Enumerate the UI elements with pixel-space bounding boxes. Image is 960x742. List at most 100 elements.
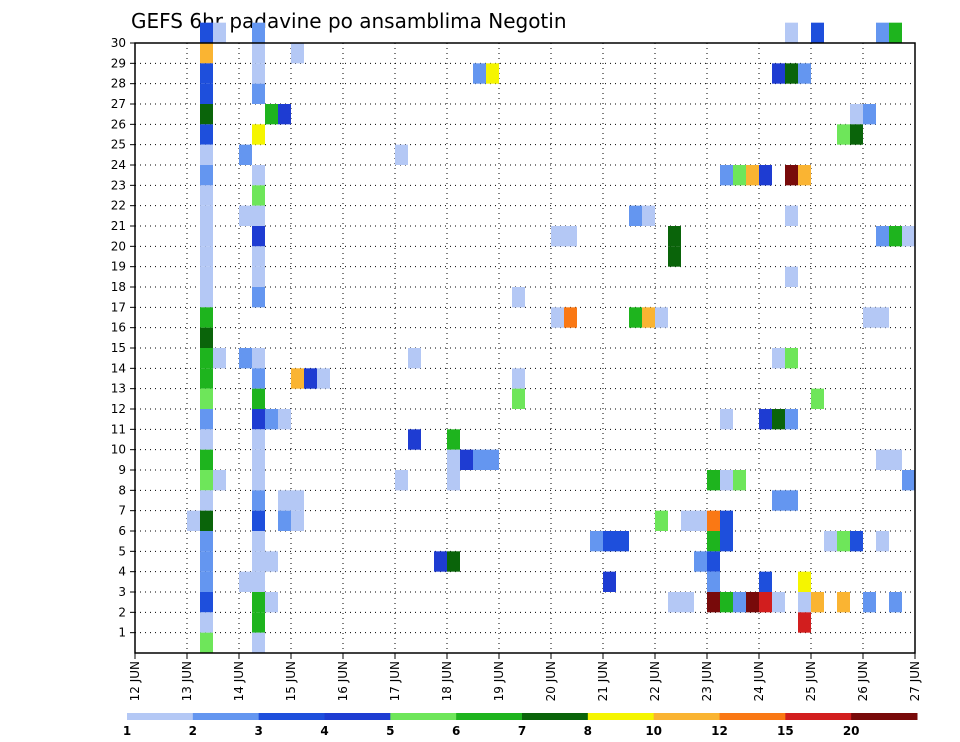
x-tick-label: 18 JUN — [440, 661, 454, 701]
heatmap-cell — [811, 22, 824, 43]
heatmap-cell — [863, 592, 876, 613]
heatmap-cell — [720, 510, 733, 531]
heatmap-cell — [876, 531, 889, 552]
legend-swatch — [456, 713, 523, 720]
heatmap-cell — [746, 592, 759, 613]
heatmap-cell — [512, 287, 525, 308]
heatmap-cell — [707, 551, 720, 572]
heatmap-cell — [681, 592, 694, 613]
y-tick-label: 7 — [118, 504, 126, 518]
heatmap-cell — [785, 63, 798, 84]
heatmap-cell — [252, 592, 265, 613]
x-axis-ticks: 12 JUN 13 JUN 14 JUN 15 JUN 16 JUN 17 JUN 18 J… — [128, 653, 922, 701]
heatmap-cells — [187, 22, 915, 653]
x-tick-label: 17 JUN — [388, 661, 402, 701]
legend-label: 8 — [584, 724, 592, 738]
x-tick-label: 23 JUN — [700, 661, 714, 701]
heatmap-cell — [720, 531, 733, 552]
heatmap-cell — [772, 490, 785, 511]
heatmap-cell — [876, 307, 889, 328]
y-tick-label: 8 — [118, 483, 126, 497]
x-tick-label: 12 JUN — [128, 661, 142, 701]
x-tick-label: 15 JUN — [284, 661, 298, 701]
heatmap-cell — [200, 551, 213, 572]
heatmap-cell — [486, 449, 499, 470]
heatmap-cell — [252, 551, 265, 572]
heatmap-cell — [200, 470, 213, 491]
heatmap-cell — [863, 104, 876, 125]
heatmap-cell — [200, 510, 213, 531]
legend-swatch — [522, 713, 589, 720]
color-legend: 1 2 3 4 5 6 7 8 10 12 15 20 — [123, 713, 918, 738]
legend-swatch — [587, 713, 655, 720]
heatmap-cell — [252, 429, 265, 450]
heatmap-cell — [811, 388, 824, 409]
heatmap-cell — [252, 470, 265, 491]
heatmap-cell — [785, 266, 798, 287]
heatmap-cell — [200, 83, 213, 104]
x-tick-label: 16 JUN — [336, 661, 350, 701]
heatmap-cell — [720, 165, 733, 186]
heatmap-cell — [759, 165, 772, 186]
heatmap-cell — [798, 612, 811, 633]
heatmap-cell — [447, 470, 460, 491]
x-tick-label: 20 JUN — [544, 661, 558, 701]
y-tick-label: 12 — [111, 402, 126, 416]
heatmap-cell — [252, 43, 265, 64]
heatmap-cell — [551, 226, 564, 247]
legend-label: 4 — [320, 724, 328, 738]
heatmap-cell — [200, 571, 213, 592]
x-tick-label: 26 JUN — [856, 661, 870, 701]
heatmap-cell — [889, 592, 902, 613]
heatmap-cell — [824, 531, 837, 552]
x-tick-label: 21 JUN — [596, 661, 610, 701]
heatmap-cell — [252, 612, 265, 633]
heatmap-cell — [434, 551, 447, 572]
heatmap-cell — [252, 409, 265, 430]
heatmap-cell — [785, 205, 798, 226]
heatmap-cell — [252, 531, 265, 552]
heatmap-cell — [837, 592, 850, 613]
heatmap-cell — [395, 470, 408, 491]
heatmap-cell — [863, 307, 876, 328]
x-tick-label: 22 JUN — [648, 661, 662, 701]
heatmap-cell — [746, 165, 759, 186]
heatmap-cell — [447, 429, 460, 450]
heatmap-cell — [252, 266, 265, 287]
heatmap-cell — [902, 470, 915, 491]
heatmap-cell — [850, 124, 863, 145]
heatmap-cell — [759, 409, 772, 430]
heatmap-cell — [187, 510, 200, 531]
heatmap-cell — [655, 510, 668, 531]
legend-label: 15 — [777, 724, 794, 738]
heatmap-cell — [200, 185, 213, 206]
heatmap-cell — [304, 368, 317, 389]
heatmap-cell — [668, 226, 681, 247]
heatmap-cell — [902, 226, 915, 247]
y-tick-label: 4 — [118, 565, 126, 579]
heatmap-cell — [590, 531, 603, 552]
legend-label: 7 — [518, 724, 526, 738]
heatmap-cell — [239, 205, 252, 226]
heatmap-cell — [252, 63, 265, 84]
heatmap-cell — [798, 63, 811, 84]
x-tick-label: 19 JUN — [492, 661, 506, 701]
heatmap-cell — [564, 307, 577, 328]
heatmap-cell — [720, 592, 733, 613]
heatmap-cell — [200, 43, 213, 64]
y-tick-label: 19 — [111, 260, 126, 274]
heatmap-cell — [876, 22, 889, 43]
heatmap-cell — [200, 266, 213, 287]
heatmap-cell — [889, 449, 902, 470]
heatmap-cell — [798, 165, 811, 186]
heatmap-cell — [798, 571, 811, 592]
x-tick-label: 24 JUN — [752, 661, 766, 701]
heatmap-cell — [759, 592, 772, 613]
heatmap-cell — [772, 592, 785, 613]
y-tick-label: 5 — [118, 544, 126, 558]
heatmap-cell — [200, 449, 213, 470]
y-tick-label: 22 — [111, 199, 126, 213]
heatmap-cell — [707, 571, 720, 592]
heatmap-cell — [200, 226, 213, 247]
